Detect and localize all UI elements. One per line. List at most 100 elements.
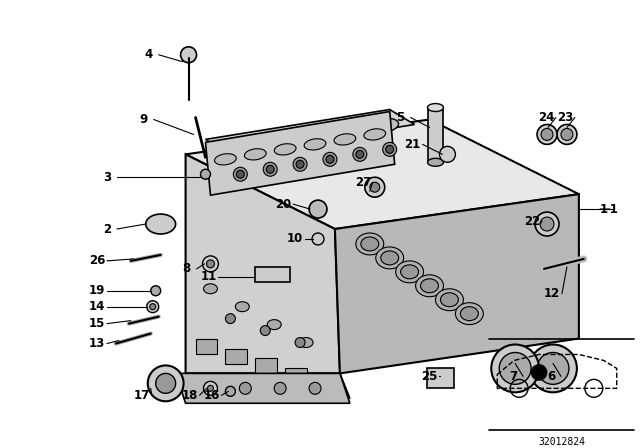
Ellipse shape: [440, 293, 458, 307]
Ellipse shape: [364, 129, 386, 140]
Text: 4: 4: [145, 48, 153, 61]
Circle shape: [225, 314, 236, 323]
Text: 17: 17: [134, 389, 150, 402]
Text: 23: 23: [557, 111, 573, 124]
Circle shape: [204, 381, 218, 395]
Circle shape: [239, 382, 252, 394]
Ellipse shape: [396, 261, 424, 283]
Ellipse shape: [456, 303, 483, 325]
Polygon shape: [205, 112, 395, 195]
Circle shape: [440, 146, 456, 162]
Text: 11: 11: [200, 270, 216, 283]
Ellipse shape: [146, 214, 175, 234]
Circle shape: [266, 165, 274, 173]
Ellipse shape: [297, 130, 327, 145]
Ellipse shape: [214, 154, 236, 165]
Circle shape: [326, 155, 334, 164]
Bar: [426, 368, 454, 388]
Ellipse shape: [275, 144, 296, 155]
Polygon shape: [186, 154, 340, 373]
Ellipse shape: [460, 307, 478, 321]
Polygon shape: [186, 120, 579, 229]
Polygon shape: [186, 373, 350, 398]
Text: 32012824: 32012824: [538, 437, 585, 447]
Ellipse shape: [244, 149, 266, 160]
Bar: [255, 358, 277, 375]
Circle shape: [236, 170, 244, 178]
Circle shape: [492, 345, 539, 392]
Circle shape: [557, 125, 577, 144]
Circle shape: [365, 177, 385, 197]
Text: 16: 16: [204, 389, 220, 402]
Ellipse shape: [261, 136, 291, 151]
Ellipse shape: [356, 233, 384, 255]
Bar: [225, 349, 247, 364]
Circle shape: [386, 145, 394, 153]
Text: 22: 22: [524, 215, 540, 228]
Ellipse shape: [381, 251, 399, 265]
Text: 13: 13: [89, 337, 105, 350]
Circle shape: [147, 301, 159, 313]
Circle shape: [200, 169, 211, 179]
Text: 9: 9: [140, 113, 148, 126]
Circle shape: [531, 364, 547, 380]
Text: 8: 8: [182, 263, 191, 276]
Ellipse shape: [369, 118, 399, 133]
Text: 5: 5: [397, 111, 404, 124]
Text: 20: 20: [275, 198, 291, 211]
Text: 2: 2: [103, 223, 111, 236]
Ellipse shape: [334, 134, 356, 145]
Ellipse shape: [435, 289, 463, 310]
Text: 6: 6: [547, 370, 555, 383]
Circle shape: [207, 260, 214, 268]
Text: 27: 27: [355, 176, 371, 189]
Polygon shape: [175, 373, 350, 403]
Text: 12: 12: [544, 287, 560, 300]
Circle shape: [207, 385, 214, 391]
Circle shape: [540, 217, 554, 231]
Circle shape: [535, 212, 559, 236]
Circle shape: [234, 167, 247, 181]
Text: 19: 19: [89, 284, 105, 297]
Text: 25: 25: [421, 370, 438, 383]
Circle shape: [370, 182, 380, 192]
Circle shape: [156, 373, 175, 393]
Text: 26: 26: [89, 254, 105, 267]
Circle shape: [312, 233, 324, 245]
Circle shape: [260, 326, 270, 336]
Ellipse shape: [415, 275, 444, 297]
Bar: [196, 339, 218, 354]
Ellipse shape: [401, 265, 419, 279]
Ellipse shape: [236, 302, 250, 312]
Circle shape: [293, 157, 307, 171]
Ellipse shape: [333, 124, 363, 138]
Circle shape: [541, 129, 553, 140]
Circle shape: [309, 382, 321, 394]
Bar: [255, 267, 290, 282]
Text: 21: 21: [404, 138, 420, 151]
Ellipse shape: [376, 247, 404, 269]
Ellipse shape: [204, 284, 218, 294]
Circle shape: [561, 129, 573, 140]
Polygon shape: [205, 109, 415, 154]
Text: 15: 15: [89, 317, 105, 330]
Ellipse shape: [420, 279, 438, 293]
Ellipse shape: [304, 139, 326, 150]
Text: 24: 24: [538, 111, 554, 124]
Circle shape: [150, 304, 156, 310]
Circle shape: [296, 160, 304, 168]
Bar: [428, 108, 444, 162]
Text: 10: 10: [287, 233, 303, 246]
Circle shape: [383, 142, 397, 156]
Ellipse shape: [428, 158, 444, 166]
Circle shape: [295, 337, 305, 348]
Text: 18: 18: [181, 389, 198, 402]
Text: 14: 14: [89, 300, 105, 313]
Ellipse shape: [361, 237, 379, 251]
Circle shape: [353, 147, 367, 161]
Circle shape: [180, 47, 196, 63]
Circle shape: [205, 382, 216, 394]
Circle shape: [263, 162, 277, 176]
Ellipse shape: [299, 337, 313, 348]
Circle shape: [309, 200, 327, 218]
